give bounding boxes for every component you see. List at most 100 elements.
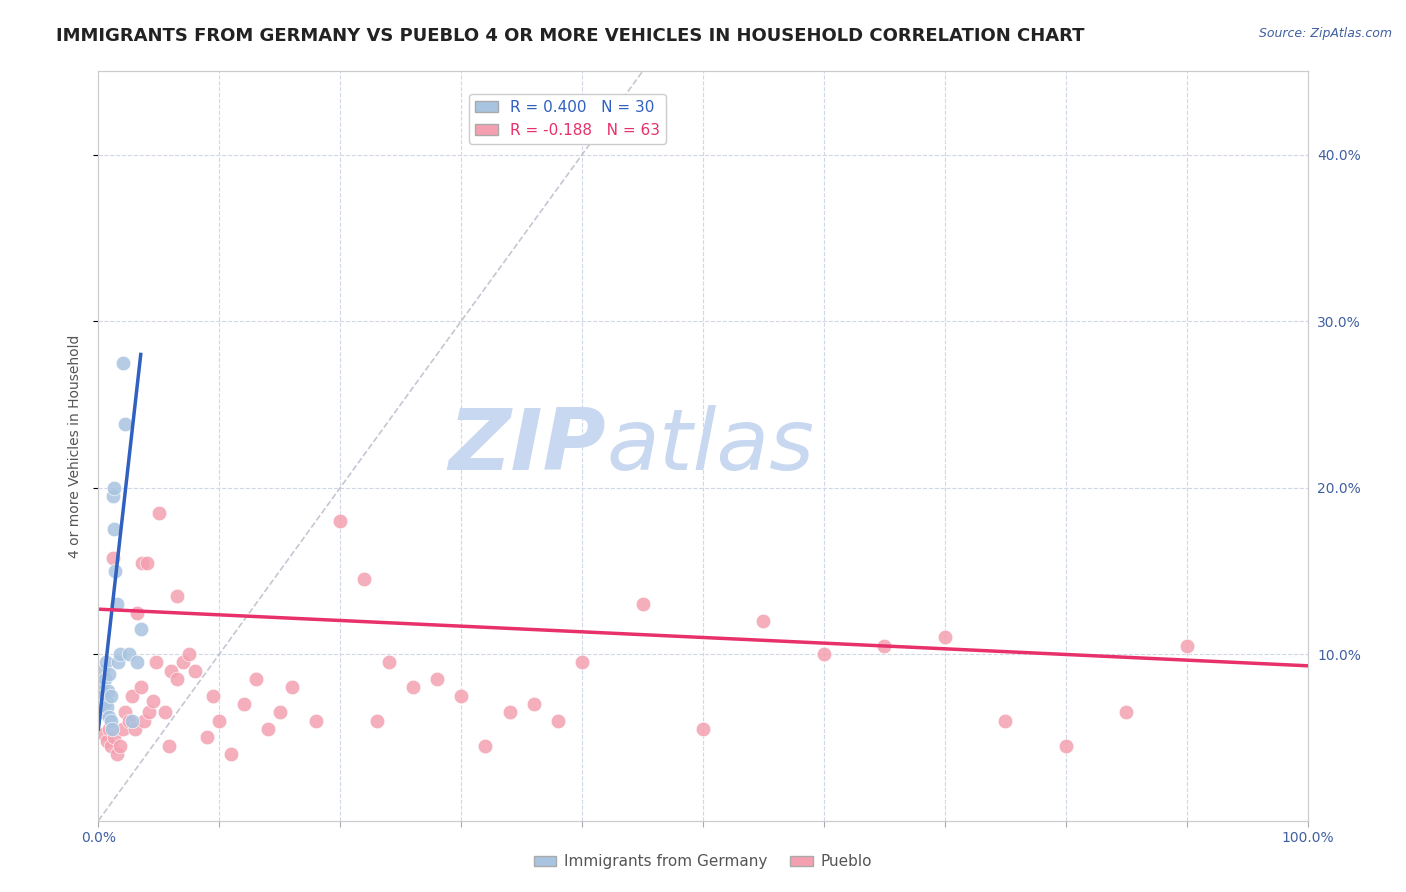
Legend: R = 0.400   N = 30, R = -0.188   N = 63: R = 0.400 N = 30, R = -0.188 N = 63 bbox=[468, 94, 666, 144]
Point bbox=[94, 656, 117, 670]
Point bbox=[450, 689, 472, 703]
Point bbox=[131, 556, 153, 570]
Point bbox=[96, 700, 118, 714]
Point bbox=[94, 672, 117, 686]
Point bbox=[195, 731, 218, 745]
Point bbox=[202, 689, 225, 703]
Point bbox=[281, 681, 304, 695]
Point bbox=[118, 714, 141, 728]
Point bbox=[98, 710, 121, 724]
Point bbox=[103, 731, 125, 745]
Point bbox=[91, 697, 114, 711]
Point bbox=[91, 664, 114, 678]
Point bbox=[127, 606, 149, 620]
Point bbox=[179, 647, 201, 661]
Point bbox=[101, 550, 124, 565]
Point bbox=[813, 647, 835, 661]
Point bbox=[232, 697, 254, 711]
Point bbox=[994, 714, 1017, 728]
Point bbox=[1054, 739, 1077, 753]
Point bbox=[145, 656, 167, 670]
Point bbox=[91, 689, 114, 703]
Point bbox=[121, 714, 143, 728]
Point bbox=[377, 656, 399, 670]
Point bbox=[124, 722, 146, 736]
Point bbox=[135, 556, 157, 570]
Point bbox=[166, 589, 188, 603]
Point bbox=[111, 356, 134, 370]
Point bbox=[108, 647, 131, 661]
Point bbox=[148, 506, 170, 520]
Point bbox=[89, 689, 111, 703]
Point bbox=[118, 647, 141, 661]
Point bbox=[547, 714, 569, 728]
Point bbox=[127, 656, 149, 670]
Legend: Immigrants from Germany, Pueblo: Immigrants from Germany, Pueblo bbox=[527, 848, 879, 875]
Point bbox=[111, 722, 134, 736]
Point bbox=[100, 689, 122, 703]
Point bbox=[138, 706, 160, 720]
Point bbox=[96, 694, 118, 708]
Point bbox=[103, 481, 125, 495]
Point bbox=[1115, 706, 1137, 720]
Point bbox=[208, 714, 231, 728]
Point bbox=[256, 722, 278, 736]
Point bbox=[269, 706, 291, 720]
Point bbox=[1175, 639, 1198, 653]
Text: ZIP: ZIP bbox=[449, 404, 606, 488]
Point bbox=[100, 739, 122, 753]
Point bbox=[571, 656, 593, 670]
Point bbox=[172, 656, 194, 670]
Text: Source: ZipAtlas.com: Source: ZipAtlas.com bbox=[1258, 27, 1392, 40]
Point bbox=[402, 681, 425, 695]
Text: atlas: atlas bbox=[606, 404, 814, 488]
Point bbox=[166, 672, 188, 686]
Point bbox=[121, 689, 143, 703]
Point bbox=[114, 417, 136, 432]
Point bbox=[498, 706, 520, 720]
Point bbox=[97, 683, 120, 698]
Point bbox=[692, 722, 714, 736]
Point bbox=[105, 597, 128, 611]
Point bbox=[104, 564, 127, 578]
Point bbox=[752, 614, 775, 628]
Text: IMMIGRANTS FROM GERMANY VS PUEBLO 4 OR MORE VEHICLES IN HOUSEHOLD CORRELATION CH: IMMIGRANTS FROM GERMANY VS PUEBLO 4 OR M… bbox=[56, 27, 1085, 45]
Point bbox=[934, 631, 956, 645]
Point bbox=[129, 681, 152, 695]
Point bbox=[329, 514, 352, 528]
Point bbox=[98, 722, 121, 736]
Point bbox=[426, 672, 449, 686]
Point bbox=[93, 706, 115, 720]
Point bbox=[523, 697, 546, 711]
Point bbox=[134, 714, 156, 728]
Point bbox=[153, 706, 176, 720]
Point bbox=[366, 714, 388, 728]
Point bbox=[101, 489, 124, 503]
Point bbox=[129, 622, 152, 636]
Point bbox=[114, 706, 136, 720]
Point bbox=[105, 747, 128, 761]
Point bbox=[305, 714, 328, 728]
Point bbox=[100, 722, 122, 736]
Point bbox=[93, 727, 115, 741]
Point bbox=[873, 639, 896, 653]
Point bbox=[221, 747, 243, 761]
Point bbox=[89, 706, 111, 720]
Point bbox=[96, 733, 118, 747]
Point bbox=[184, 664, 207, 678]
Point bbox=[160, 664, 183, 678]
Point bbox=[103, 522, 125, 536]
Point bbox=[631, 597, 654, 611]
Point bbox=[474, 739, 496, 753]
Point bbox=[107, 656, 129, 670]
Point bbox=[90, 681, 112, 695]
Point bbox=[245, 672, 267, 686]
Point bbox=[100, 714, 122, 728]
Point bbox=[353, 572, 375, 586]
Point bbox=[157, 739, 180, 753]
Point bbox=[91, 706, 114, 720]
Y-axis label: 4 or more Vehicles in Household: 4 or more Vehicles in Household bbox=[69, 334, 83, 558]
Point bbox=[97, 667, 120, 681]
Point bbox=[142, 694, 165, 708]
Point bbox=[108, 739, 131, 753]
